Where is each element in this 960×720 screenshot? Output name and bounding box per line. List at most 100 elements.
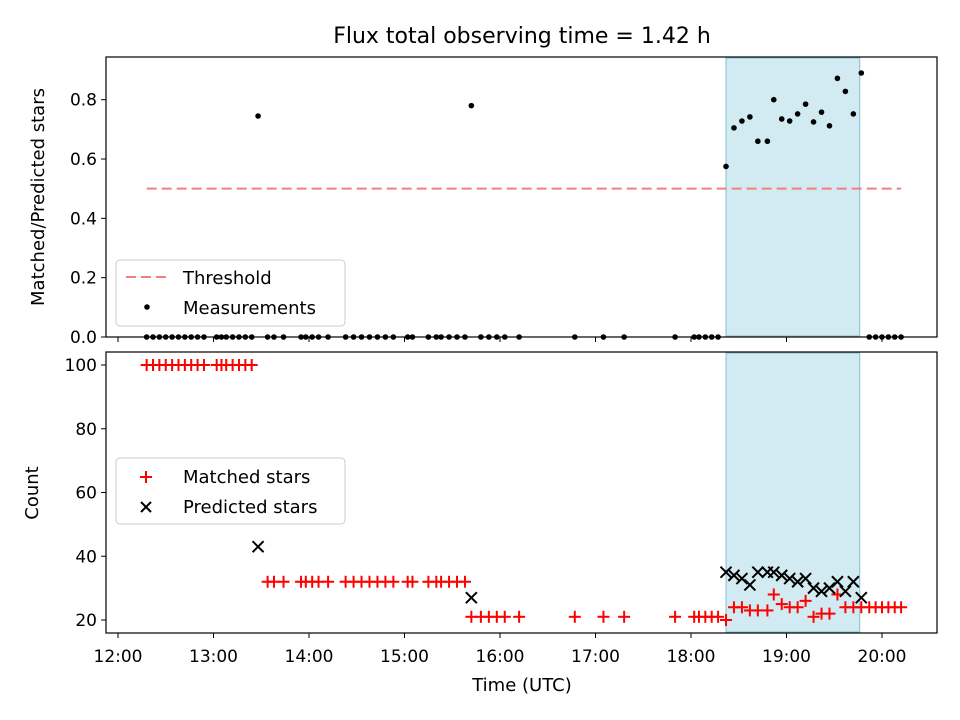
- measurement-point: [755, 138, 761, 145]
- legend-measurements-swatch: [144, 304, 150, 310]
- top-x-ticks: [117, 337, 883, 342]
- bottom-y-ticks: 20 40 60 80 100: [65, 356, 106, 631]
- predicted-star-point: [815, 585, 828, 598]
- bottom-y-tick-label: 20: [75, 611, 97, 631]
- matched-star-point: [406, 575, 419, 588]
- measurement-point: [834, 75, 841, 82]
- matched-star-point: [735, 601, 748, 614]
- matched-star-point: [458, 575, 471, 588]
- bottom-y-tick-label: 40: [75, 547, 97, 567]
- measurement-point: [778, 116, 785, 122]
- legend-measurements-label: Measurements: [183, 298, 316, 319]
- top-y-tick-label: 0.0: [70, 328, 97, 348]
- measurement-point: [842, 88, 849, 95]
- top-highlight-span: [725, 57, 861, 337]
- top-y-tick-label: 0.6: [70, 150, 97, 170]
- predicted-star-point: [839, 585, 852, 598]
- bottom-y-tick-label: 100: [65, 356, 97, 376]
- top-legend-box: [115, 259, 346, 327]
- matched-star-point: [669, 610, 682, 623]
- predicted-star-point: [743, 578, 757, 592]
- matched-star-point: [807, 610, 820, 623]
- measurement-point: [739, 118, 745, 124]
- predicted-star-point: [783, 572, 796, 585]
- x-tick-label: 18:00: [667, 647, 716, 667]
- matched-star-point: [775, 598, 788, 611]
- matched-star-point: [513, 610, 526, 623]
- predicted-star-point: [735, 572, 749, 585]
- matched-star-points: [140, 359, 908, 626]
- matched-star-point: [791, 601, 804, 614]
- bottom-y-tick-label: 80: [75, 420, 97, 440]
- x-tick-label: 14:00: [285, 647, 334, 667]
- predicted-star-point: [791, 575, 804, 588]
- measurement-point: [826, 123, 833, 129]
- measurement-point: [818, 109, 825, 115]
- measurement-point: [731, 125, 737, 131]
- predicted-star-point: [799, 572, 812, 585]
- x-tick-label: 12:00: [94, 647, 143, 667]
- matched-star-point: [498, 610, 511, 623]
- measurement-point: [468, 102, 475, 109]
- bottom-x-ticks: 12:00 13:00 14:00 15:00 16:00 17:00 18:00 19:00…: [94, 633, 907, 667]
- matched-star-point: [895, 601, 908, 614]
- legend-threshold-label: Threshold: [182, 268, 272, 289]
- bottom-legend-box: [115, 457, 346, 525]
- measurement-point: [850, 111, 857, 117]
- matched-star-point: [799, 594, 812, 607]
- predicted-star-points: [251, 540, 868, 604]
- bottom-panel: 20 40 60 80 100 12:00 13:00 14:00 15:00 16:00 17:…: [22, 351, 938, 696]
- x-tick-label: 20:00: [858, 647, 907, 667]
- x-tick-label: 16:00: [476, 647, 525, 667]
- x-tick-label: 15:00: [380, 647, 429, 667]
- bottom-y-axis-label: Count: [22, 466, 43, 519]
- matched-star-point: [387, 575, 400, 588]
- matched-star-point: [277, 575, 290, 588]
- legend-matched-swatch: [140, 471, 152, 483]
- legend-predicted-label: Predicted stars: [183, 497, 317, 518]
- matched-star-point: [197, 359, 210, 371]
- measurement-point: [810, 119, 817, 125]
- bottom-legend: Matched stars Predicted stars: [115, 457, 346, 525]
- legend-matched-label: Matched stars: [183, 467, 310, 488]
- predicted-star-point: [727, 569, 741, 582]
- predicted-star-point: [775, 569, 788, 582]
- measurement-point: [747, 114, 753, 120]
- predicted-star-point: [831, 575, 844, 588]
- measurement-point: [255, 113, 261, 119]
- top-panel: 0.00.20.40.60.8 Matched/Predicted stars …: [28, 56, 938, 348]
- measurement-point: [858, 70, 865, 76]
- matched-star-point: [245, 359, 258, 371]
- predicted-star-point: [823, 581, 836, 595]
- top-y-tick-label: 0.4: [70, 209, 97, 229]
- predicted-star-point: [767, 565, 780, 579]
- matched-star-point: [823, 607, 836, 620]
- measurement-point: [786, 118, 793, 124]
- x-tick-label: 13:00: [189, 647, 238, 667]
- matched-star-point: [767, 588, 780, 601]
- top-legend: Threshold Measurements: [115, 259, 346, 327]
- predicted-star-point: [465, 591, 478, 604]
- x-axis-label: Time (UTC): [471, 675, 572, 696]
- top-y-tick-label: 0.2: [70, 269, 97, 289]
- measurement-point: [770, 96, 777, 103]
- matched-star-point: [618, 610, 631, 623]
- chart-title: Flux total observing time = 1.42 h: [333, 24, 711, 49]
- bottom-axes-frame: [105, 351, 938, 634]
- predicted-star-point: [807, 581, 820, 595]
- predicted-star-point: [751, 565, 765, 579]
- measurement-point: [764, 138, 771, 145]
- top-y-tick-label: 0.8: [70, 91, 97, 111]
- top-y-axis-label: Matched/Predicted stars: [28, 88, 49, 306]
- x-tick-label: 19:00: [762, 647, 811, 667]
- predicted-star-point: [719, 565, 733, 579]
- top-y-ticks: 0.0 0.2 0.4 0.6 0.8: [70, 91, 106, 348]
- matched-star-point: [720, 614, 733, 626]
- matched-star-point: [712, 610, 725, 623]
- predicted-star-point: [855, 591, 868, 604]
- measurement-point: [794, 111, 801, 117]
- predicted-star-point: [251, 540, 265, 553]
- matched-star-point: [761, 604, 774, 617]
- bottom-y-tick-label: 60: [75, 484, 97, 504]
